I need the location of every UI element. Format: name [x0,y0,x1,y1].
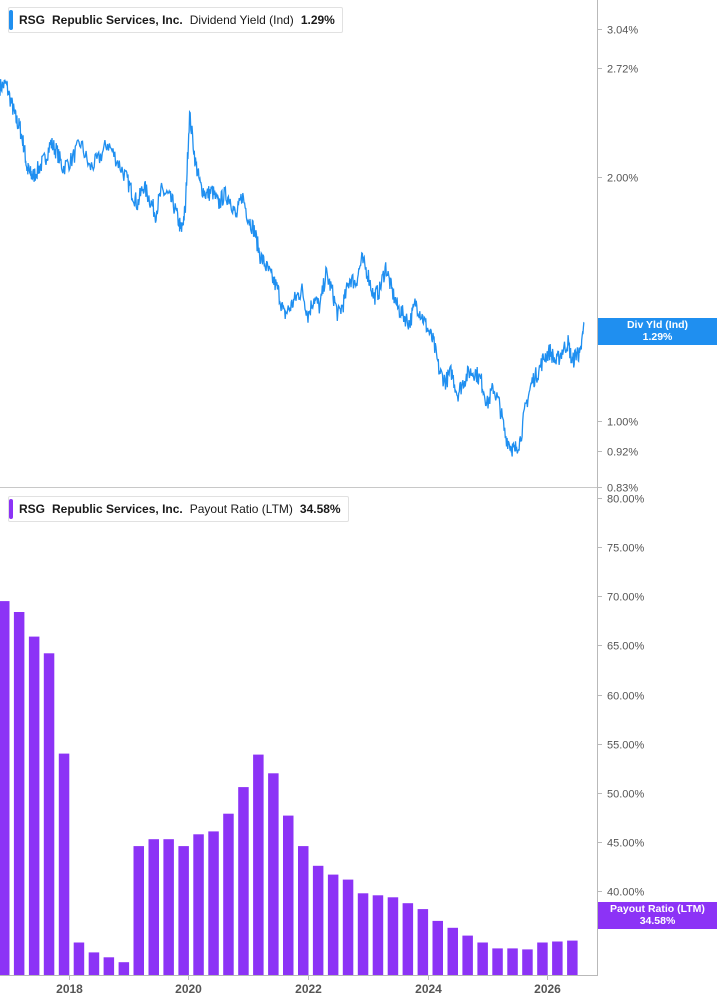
yield-tick-label: 0.92% [607,447,638,459]
payout-bar [537,942,548,975]
payout-bar [327,874,339,975]
payout-bar [178,846,189,975]
payout-bar [477,942,488,975]
payout-tick-label: 60.00% [607,691,645,703]
yield-value-tag: Div Yld (Ind) 1.29% [598,318,717,345]
payout-bar [0,601,10,975]
payout-bar [193,834,204,975]
payout-tick-label: 45.00% [607,838,645,850]
payout-bar [88,952,100,975]
yield-axis-ticks: 3.04% 2.72% 2.00% 1.00% 0.92% 0.83% [597,25,638,495]
yield-legend-metric: Dividend Yield (Ind) [189,13,294,27]
yield-tick-label: 3.04% [607,25,638,37]
payout-bar [103,957,115,975]
payout-bar [163,839,174,975]
payout-tick-label: 65.00% [607,641,645,653]
payout-bar [298,846,309,975]
yield-tick-label: 0.83% [607,483,638,495]
payout-tick-label: 70.00% [607,592,645,604]
payout-bar [372,895,384,975]
yield-tick-label: 2.00% [607,173,638,185]
yield-legend-value: 1.29% [300,13,335,27]
payout-bar [238,787,249,975]
payout-bar [28,636,40,975]
x-tick-label: 2022 [295,982,322,996]
payout-bar [253,754,264,975]
payout-tag-value: 34.58% [639,915,676,927]
payout-legend-ticker: RSG [19,502,46,516]
payout-tick-label: 55.00% [607,740,645,752]
payout-bar [43,653,55,975]
payout-bar [432,920,443,975]
yield-tick-label: 2.72% [607,64,638,76]
payout-tick-label: 50.00% [607,789,645,801]
payout-bar [223,813,234,975]
yield-tick-label: 1.00% [607,417,638,429]
payout-bar [73,942,85,975]
x-tick-label: 2018 [56,982,83,996]
payout-bar [402,903,414,975]
payout-bar [118,962,130,975]
payout-legend-company: Republic Services, Inc. [52,502,183,516]
x-tick-label: 2024 [415,982,442,996]
x-axis-ticks: 2018 2020 2022 2024 2026 [56,975,561,996]
yield-legend-ticker: RSG [19,13,46,27]
payout-bar [417,909,429,975]
yield-legend-swatch [9,10,13,30]
payout-bar [13,612,25,975]
x-tick-label: 2026 [534,982,561,996]
payout-bars [0,601,578,975]
payout-legend[interactable]: RSG Republic Services, Inc. Payout Ratio… [8,496,349,522]
payout-bar [552,941,563,975]
payout-bar [507,948,518,975]
payout-bar [342,879,354,975]
yield-line [0,79,585,457]
payout-legend-metric: Payout Ratio (LTM) [189,502,293,516]
payout-legend-swatch [9,499,13,519]
payout-axis-ticks: 80.00% 75.00% 70.00% 65.00% 60.00% 55.00% 50.0… [597,494,645,899]
payout-tick-label: 40.00% [607,887,645,899]
payout-tick-label: 80.00% [607,494,645,506]
payout-bar [268,773,279,975]
payout-bar [58,753,70,975]
payout-tag-label: Payout Ratio (LTM) [610,903,705,915]
payout-bar [312,865,324,975]
payout-bar [148,839,159,975]
yield-tag-label: Div Yld (Ind) [626,319,689,331]
yield-legend-company: Republic Services, Inc. [52,13,183,27]
payout-bar [567,940,578,975]
yield-legend[interactable]: RSG Republic Services, Inc. Dividend Yie… [8,7,343,33]
payout-bar [283,815,294,975]
payout-bar [492,948,503,975]
x-tick-label: 2020 [175,982,202,996]
yield-tag-value: 1.29% [642,331,673,343]
payout-bar [462,935,473,975]
payout-legend-value: 34.58% [299,502,341,516]
payout-bar [208,831,219,975]
payout-bar [357,893,369,975]
payout-bar [522,949,533,975]
payout-tick-label: 75.00% [607,543,645,555]
payout-value-tag: Payout Ratio (LTM) 34.58% [598,902,717,929]
payout-bar [387,897,399,975]
payout-bar [447,927,458,975]
payout-bar [133,846,144,975]
